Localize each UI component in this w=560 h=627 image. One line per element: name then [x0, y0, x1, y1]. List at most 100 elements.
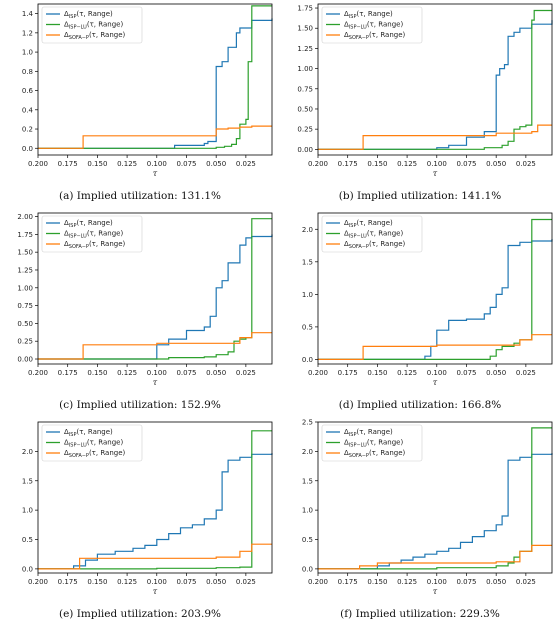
x-tick-label: 0.200: [308, 578, 328, 586]
legend-label: ΔISP−LU(τ, Range): [344, 21, 403, 31]
figure-caption: (a) Implied utilization: 131.1%: [58, 190, 222, 202]
x-tick-label: 0.150: [367, 578, 387, 586]
legend-label: ΔSOFA−P(τ, Range): [344, 240, 406, 250]
legend-label: ΔISP(τ, Range): [64, 428, 113, 438]
y-tick-label: 1.2: [22, 29, 33, 37]
legend: ΔISP(τ, Range)ΔISP−LU(τ, Range)ΔSOFA−P(τ…: [41, 6, 143, 44]
y-tick-label: 1.25: [297, 45, 313, 53]
y-tick-label: 1.75: [17, 231, 33, 239]
y-tick-label: 1.0: [22, 49, 33, 57]
legend-label: ΔSOFA−P(τ, Range): [344, 449, 406, 459]
y-tick-label: 0.0: [302, 356, 313, 364]
x-tick-label: 0.075: [176, 578, 196, 586]
x-axis-label: τ: [433, 169, 438, 178]
legend-label: ΔISP(τ, Range): [344, 428, 393, 438]
x-tick-label: 0.100: [147, 578, 167, 586]
y-tick-label: 0.75: [17, 302, 33, 310]
y-tick-label: 0.0: [22, 145, 33, 153]
y-tick-label: 1.0: [22, 507, 33, 515]
y-tick-label: 0.6: [22, 87, 34, 95]
legend-label: ΔISP(τ, Range): [344, 10, 393, 20]
step-chart: 0.200 0.175 0.150 0.125 0.100 0.075 0.050 0.025…: [22, 421, 273, 596]
x-tick-label: 0.175: [338, 578, 358, 586]
x-tick-label: 0.050: [486, 578, 506, 586]
legend-label: ΔSOFA−P(τ, Range): [64, 449, 126, 459]
plot-frame: [317, 3, 553, 156]
x-tick-label: 0.150: [87, 160, 107, 168]
x-tick-label: 0.200: [28, 578, 48, 586]
x-tick-label: 0.100: [427, 578, 447, 586]
x-tick-label: 0.075: [456, 369, 476, 377]
x-tick-label: 0.050: [206, 578, 226, 586]
step-chart: 0.200 0.175 0.150 0.125 0.100 0.075 0.050 0.025…: [297, 3, 553, 178]
y-tick-label: 1.0: [302, 291, 313, 299]
y-tick-label: 0.25: [17, 338, 33, 346]
legend-label: ΔISP−LU(τ, Range): [64, 230, 123, 240]
y-tick-label: 0.8: [22, 68, 33, 76]
y-tick-label: 1.4: [22, 10, 34, 18]
x-tick-label: 0.100: [147, 369, 167, 377]
legend-label: ΔSOFA−P(τ, Range): [344, 31, 406, 41]
step-chart: 0.200 0.175 0.150 0.125 0.100 0.075 0.050 0.025…: [17, 212, 273, 387]
y-tick-label: 0.50: [17, 320, 33, 328]
y-tick-label: 0.5: [302, 323, 313, 331]
chart-panel: 0.200 0.175 0.150 0.125 0.100 0.075 0.050 0.025…: [0, 0, 280, 209]
y-tick-label: 1.5: [302, 258, 313, 266]
legend-label: ΔISP−LU(τ, Range): [344, 230, 403, 240]
y-tick-label: 2.00: [17, 213, 33, 221]
x-tick-label: 0.050: [206, 369, 226, 377]
x-axis-label: τ: [433, 587, 438, 596]
y-tick-label: 0.00: [17, 356, 33, 364]
series-line: [318, 453, 553, 570]
series-line: [318, 239, 553, 360]
legend-label: ΔISP−LU(τ, Range): [64, 439, 123, 449]
series-line: [38, 18, 273, 149]
x-tick-label: 0.175: [58, 160, 78, 168]
y-tick-label: 0.2: [22, 126, 33, 134]
y-tick-label: 1.50: [297, 25, 313, 33]
y-tick-label: 0.50: [297, 105, 313, 113]
x-tick-label: 0.175: [58, 578, 78, 586]
series-line: [38, 453, 273, 570]
x-axis-label: τ: [153, 587, 158, 596]
figure-caption: (c) Implied utilization: 152.9%: [59, 399, 221, 411]
x-tick-label: 0.175: [338, 160, 358, 168]
y-tick-label: 2.0: [22, 448, 33, 456]
figure-caption: (e) Implied utilization: 203.9%: [59, 608, 221, 620]
chart-panel: 0.200 0.175 0.150 0.125 0.100 0.075 0.050 0.025…: [0, 209, 280, 418]
step-chart: 0.200 0.175 0.150 0.125 0.100 0.075 0.050 0.025…: [22, 3, 273, 178]
y-tick-label: 1.25: [17, 266, 33, 274]
y-tick-label: 0.4: [22, 106, 34, 114]
x-axis-label: τ: [433, 378, 438, 387]
x-tick-label: 0.075: [176, 160, 196, 168]
legend-label: ΔISP(τ, Range): [64, 219, 113, 229]
chart-panel: 0.200 0.175 0.150 0.125 0.100 0.075 0.050 0.025…: [280, 209, 560, 418]
series-line: [318, 20, 553, 150]
y-tick-label: 0.25: [297, 126, 313, 134]
x-axis-label: τ: [153, 378, 158, 387]
step-chart: 0.200 0.175 0.150 0.125 0.100 0.075 0.050 0.025…: [302, 419, 553, 596]
step-chart: 0.200 0.175 0.150 0.125 0.100 0.075 0.050 0.025…: [302, 212, 553, 387]
y-tick-label: 0.0: [22, 565, 33, 573]
legend-label: ΔISP−LU(τ, Range): [344, 439, 403, 449]
x-tick-label: 0.125: [397, 369, 417, 377]
legend-label: ΔISP(τ, Range): [344, 219, 393, 229]
y-tick-label: 1.5: [302, 477, 313, 485]
y-tick-label: 2.5: [302, 419, 313, 427]
x-tick-label: 0.125: [117, 160, 137, 168]
series-line: [38, 125, 272, 149]
plot-frame: [317, 421, 553, 574]
figure-caption: (d) Implied utilization: 166.8%: [338, 399, 502, 411]
plot-frame: [317, 212, 553, 365]
plot-frame: [37, 421, 273, 574]
series-line: [38, 543, 272, 570]
x-tick-label: 0.150: [87, 578, 107, 586]
x-tick-label: 0.125: [397, 160, 417, 168]
legend: ΔISP(τ, Range)ΔISP−LU(τ, Range)ΔSOFA−P(τ…: [41, 215, 143, 253]
x-tick-label: 0.025: [516, 578, 536, 586]
y-tick-label: 0.0: [302, 565, 313, 573]
y-tick-label: 0.75: [297, 85, 313, 93]
x-tick-label: 0.100: [147, 160, 167, 168]
x-tick-label: 0.025: [236, 160, 256, 168]
x-tick-label: 0.075: [176, 369, 196, 377]
